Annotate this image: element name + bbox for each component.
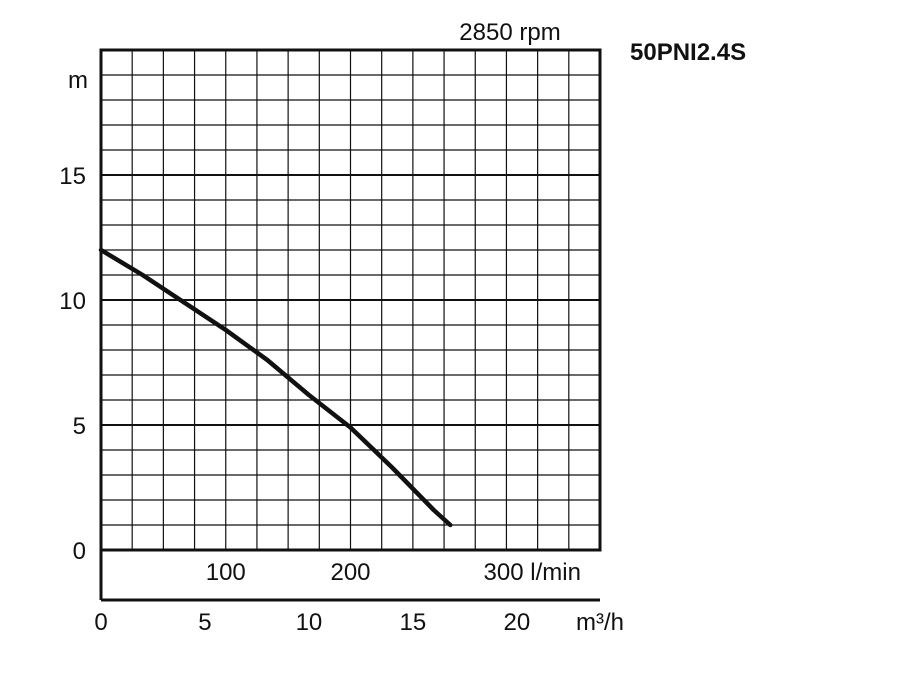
m3h-tick-label: 20 xyxy=(503,609,530,636)
pump-head-curve xyxy=(98,247,453,528)
y-tick-label: 0 xyxy=(73,538,86,565)
m3h-tick-label: 10 xyxy=(296,609,323,636)
m3h-tick-label: 5 xyxy=(198,609,211,636)
model-label: 50PNI2.4S xyxy=(630,39,746,66)
y-tick-label: 10 xyxy=(59,288,86,315)
m3h-tick-label: 0 xyxy=(94,609,107,636)
grid xyxy=(101,50,600,550)
lpm-tick-label: 300 l/min xyxy=(484,559,581,586)
y-tick-label: 5 xyxy=(73,413,86,440)
m3h-unit-label: m³/h xyxy=(576,609,624,636)
lpm-tick-labels: 100 200 300 l/min xyxy=(206,559,581,586)
m3h-tick-label: 15 xyxy=(400,609,427,636)
lpm-tick-label: 100 xyxy=(206,559,246,586)
chart-title: 2850 rpm xyxy=(459,19,560,46)
y-axis-label: m xyxy=(68,67,88,94)
y-tick-label: 15 xyxy=(59,163,86,190)
lpm-tick-label: 200 xyxy=(330,559,370,586)
chart-frame xyxy=(99,48,602,552)
y-tick-labels: 0 5 10 15 xyxy=(59,163,86,565)
m3h-tick-labels: 0 5 10 15 20 m³/h xyxy=(94,609,624,636)
